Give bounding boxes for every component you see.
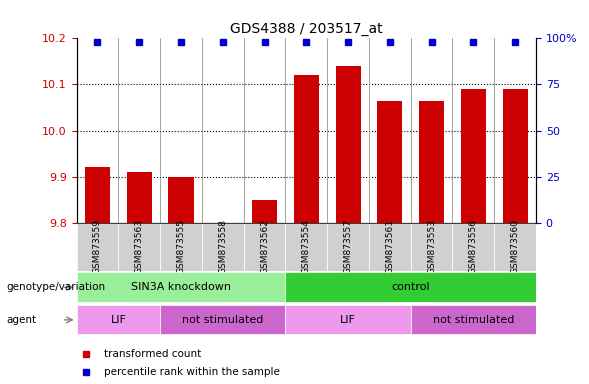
- Text: agent: agent: [6, 315, 36, 325]
- Bar: [419, 101, 444, 223]
- Text: GSM873558: GSM873558: [219, 219, 227, 274]
- Text: LIF: LIF: [110, 314, 126, 325]
- FancyBboxPatch shape: [77, 272, 286, 302]
- FancyBboxPatch shape: [77, 223, 118, 271]
- FancyBboxPatch shape: [369, 223, 411, 271]
- FancyBboxPatch shape: [160, 223, 202, 271]
- FancyBboxPatch shape: [160, 305, 286, 334]
- Bar: [85, 167, 110, 223]
- Bar: [461, 89, 486, 223]
- Text: GSM873555: GSM873555: [177, 219, 186, 274]
- FancyBboxPatch shape: [118, 223, 160, 271]
- Bar: [168, 177, 194, 223]
- Text: GSM873556: GSM873556: [469, 219, 478, 274]
- Text: GSM873554: GSM873554: [302, 219, 311, 274]
- Bar: [378, 101, 402, 223]
- FancyBboxPatch shape: [494, 223, 536, 271]
- FancyBboxPatch shape: [286, 223, 327, 271]
- Bar: [502, 89, 528, 223]
- FancyBboxPatch shape: [411, 223, 452, 271]
- Text: percentile rank within the sample: percentile rank within the sample: [104, 367, 280, 377]
- Text: not stimulated: not stimulated: [182, 314, 263, 325]
- FancyBboxPatch shape: [202, 223, 244, 271]
- Title: GDS4388 / 203517_at: GDS4388 / 203517_at: [230, 22, 383, 36]
- Text: genotype/variation: genotype/variation: [6, 282, 105, 292]
- FancyBboxPatch shape: [452, 223, 494, 271]
- Text: SIN3A knockdown: SIN3A knockdown: [131, 282, 231, 292]
- FancyBboxPatch shape: [327, 223, 369, 271]
- Text: not stimulated: not stimulated: [433, 314, 514, 325]
- Text: GSM873557: GSM873557: [343, 219, 353, 274]
- Text: GSM873561: GSM873561: [385, 219, 394, 274]
- Bar: [294, 75, 319, 223]
- Bar: [336, 66, 360, 223]
- FancyBboxPatch shape: [77, 305, 160, 334]
- Text: GSM873563: GSM873563: [135, 219, 144, 274]
- Text: LIF: LIF: [340, 314, 356, 325]
- FancyBboxPatch shape: [286, 272, 536, 302]
- Text: GSM873553: GSM873553: [427, 219, 436, 274]
- FancyBboxPatch shape: [286, 305, 411, 334]
- Text: transformed count: transformed count: [104, 349, 201, 359]
- Bar: [252, 200, 277, 223]
- Bar: [127, 172, 152, 223]
- Text: GSM873560: GSM873560: [511, 219, 519, 274]
- Text: GSM873562: GSM873562: [260, 219, 269, 274]
- Text: GSM873559: GSM873559: [93, 219, 102, 274]
- FancyBboxPatch shape: [244, 223, 286, 271]
- FancyBboxPatch shape: [411, 305, 536, 334]
- Text: control: control: [391, 282, 430, 292]
